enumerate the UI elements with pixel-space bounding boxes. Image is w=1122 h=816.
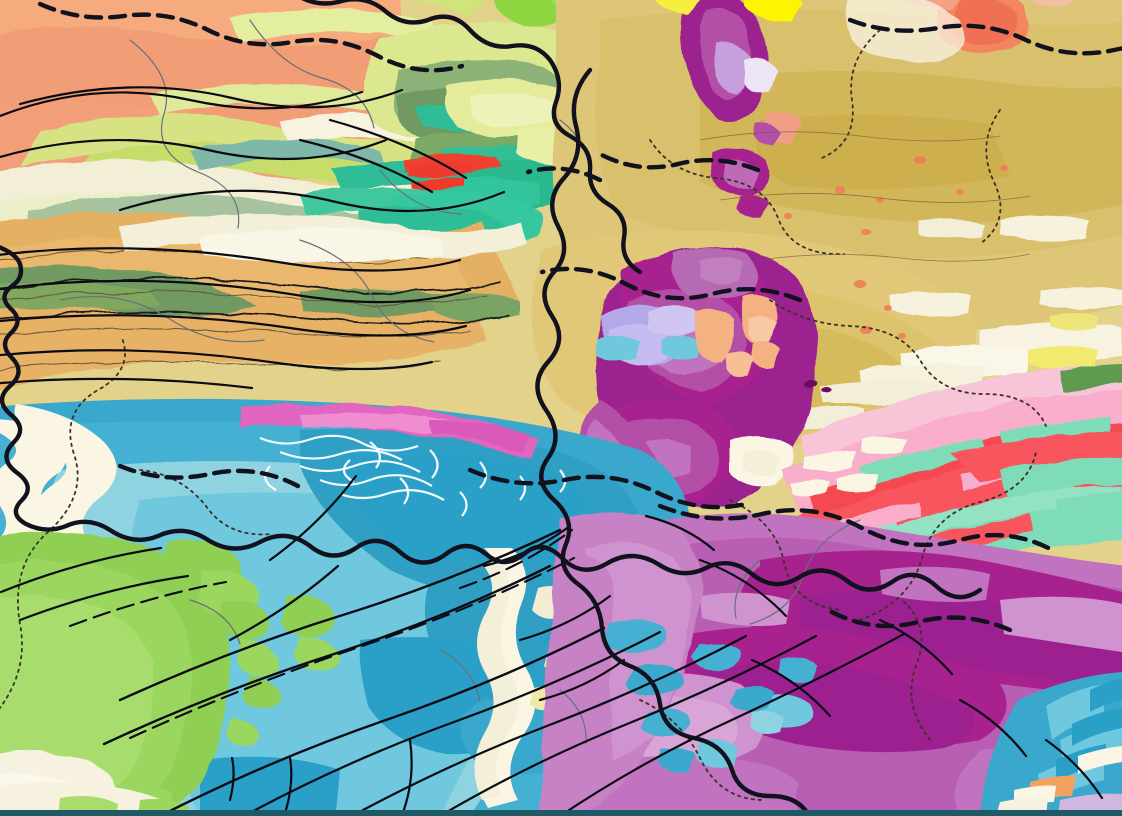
northwest-gold-basin bbox=[0, 212, 520, 391]
bottom-edge-strip bbox=[0, 810, 1122, 816]
province-boundaries bbox=[0, 29, 1047, 801]
basin-yellow-lens-2 bbox=[1050, 313, 1098, 331]
basin-small-intrusions bbox=[784, 156, 1008, 339]
fault-lines-inferred bbox=[68, 528, 576, 740]
basin-yellow-lens bbox=[1028, 346, 1098, 370]
international-boundary-dashed bbox=[37, 1, 1122, 633]
east-olive-sliver bbox=[1060, 364, 1122, 392]
pink-contact-band bbox=[238, 403, 540, 458]
rivers bbox=[59, 19, 861, 745]
north-purple-intrusion bbox=[654, 0, 804, 219]
north-bright-green-patch bbox=[494, 0, 570, 27]
northwest-cream-band bbox=[120, 214, 526, 263]
basin-hairline-contacts bbox=[699, 131, 1031, 262]
